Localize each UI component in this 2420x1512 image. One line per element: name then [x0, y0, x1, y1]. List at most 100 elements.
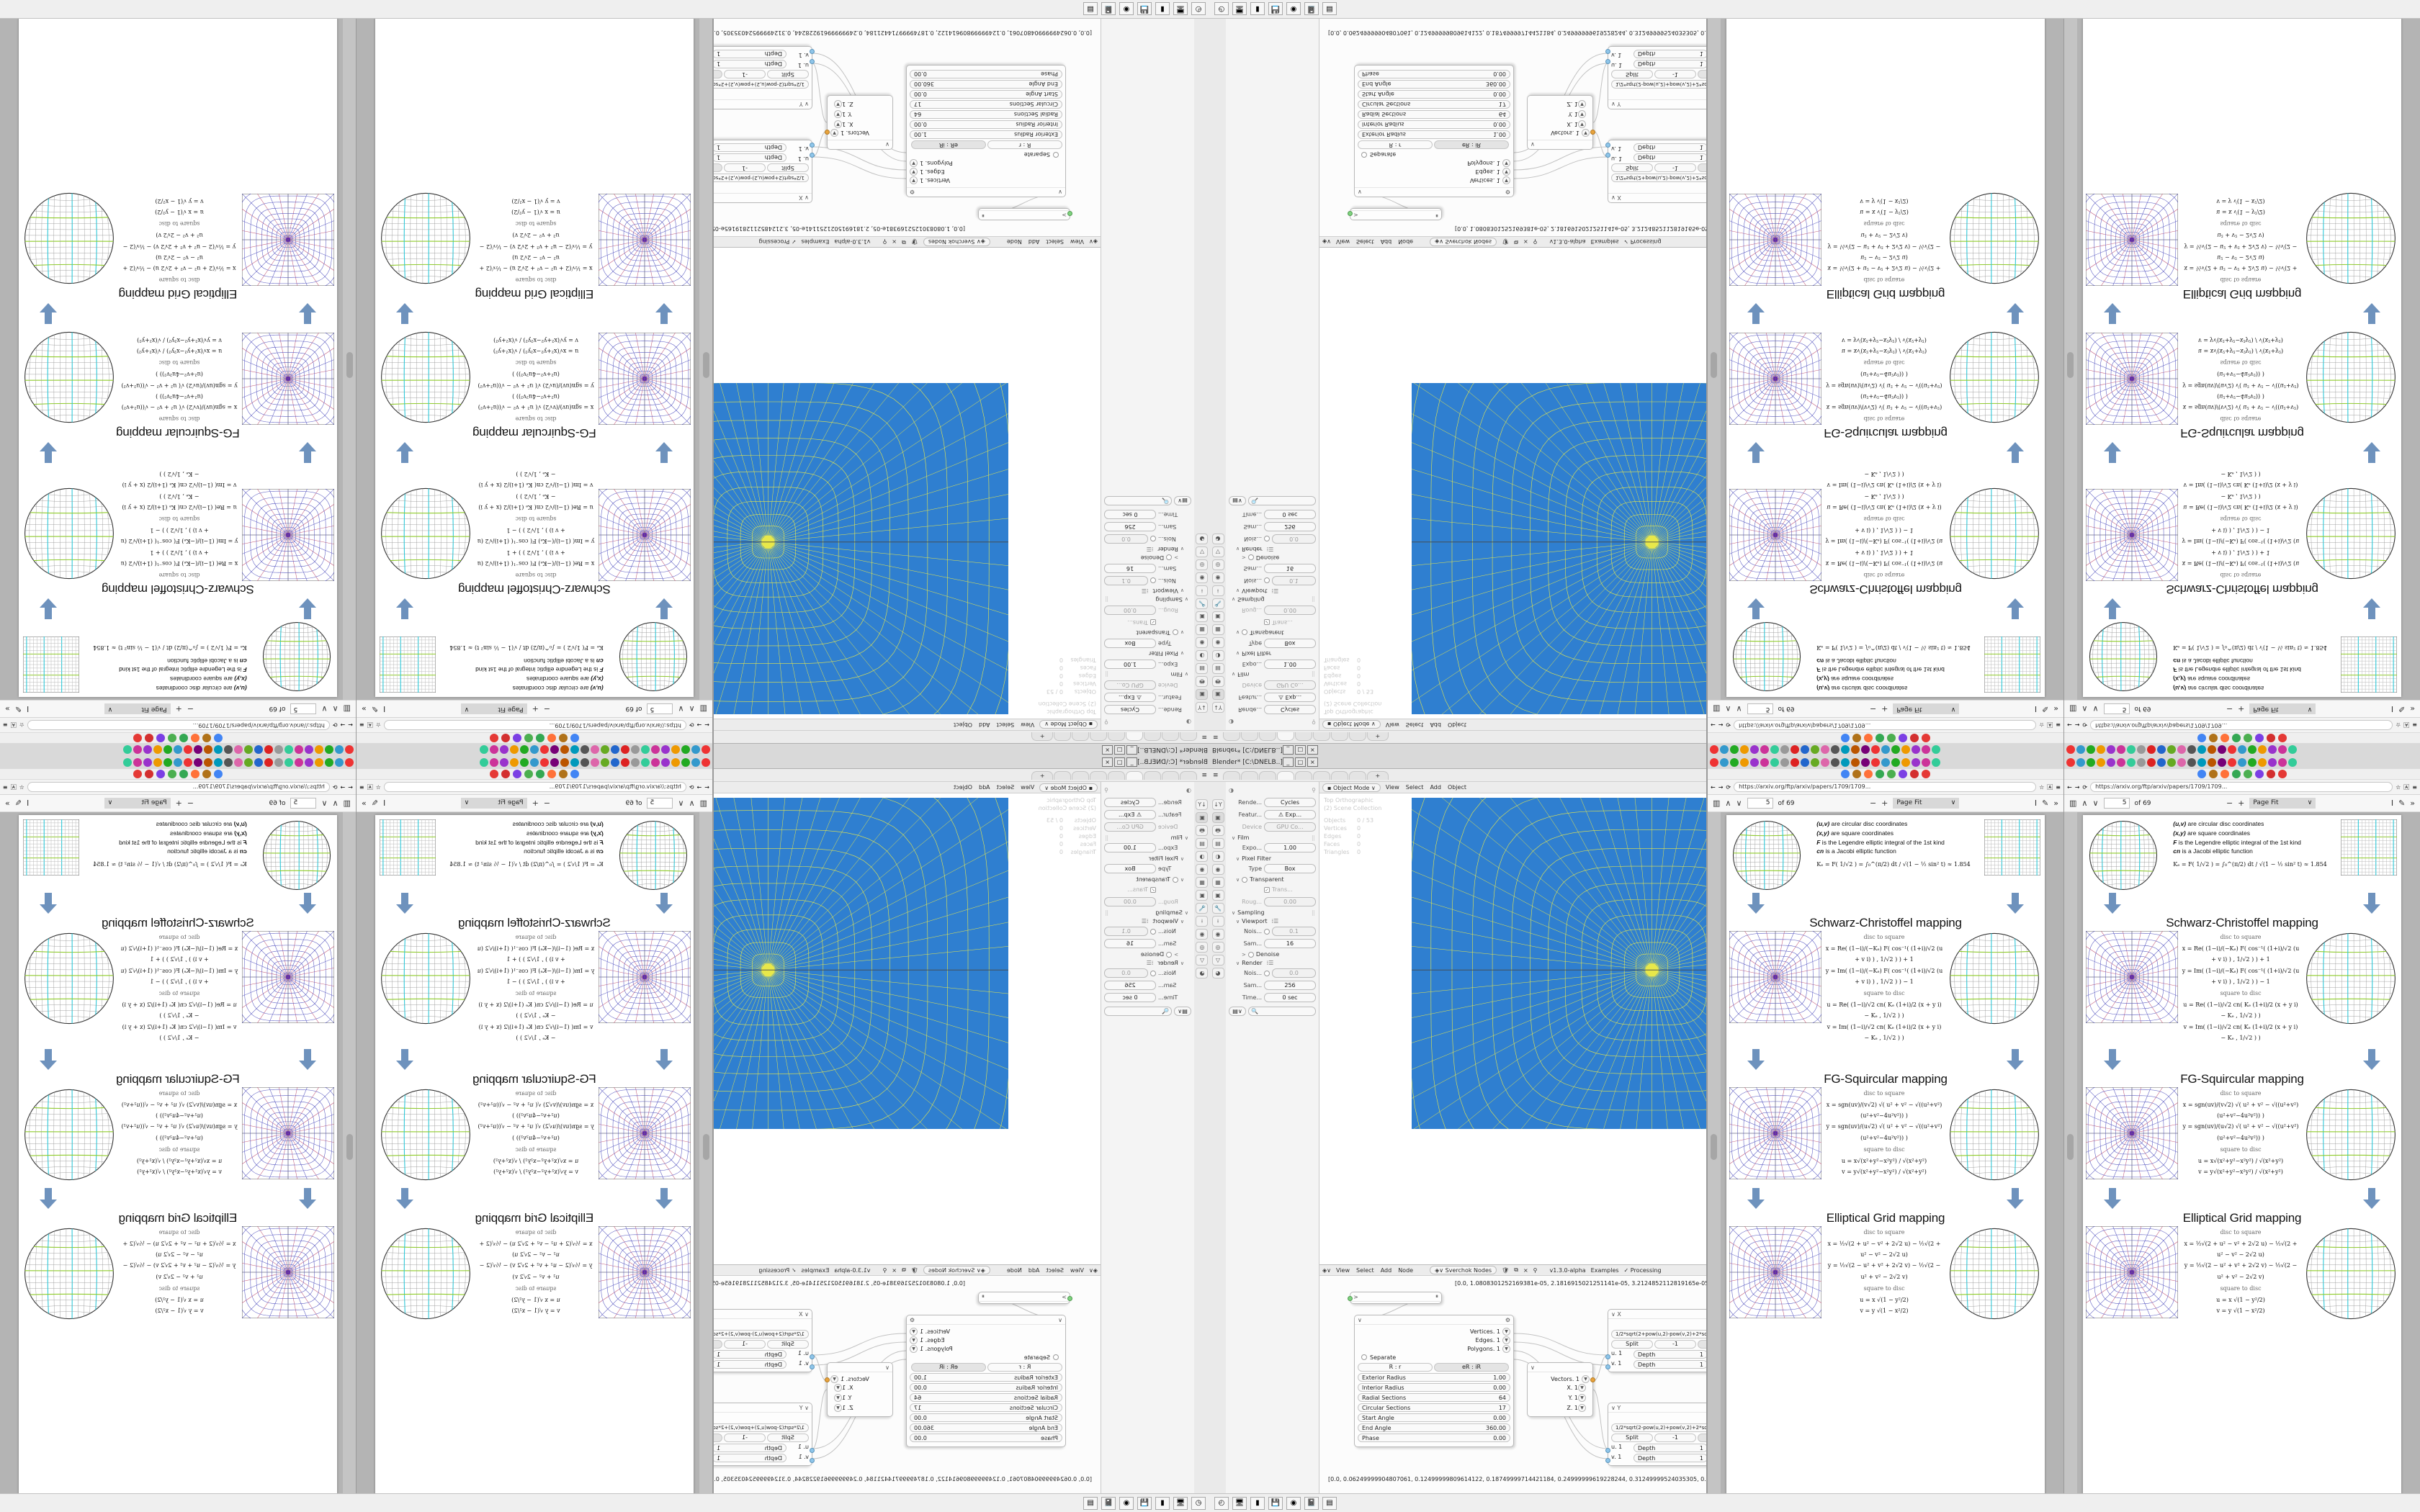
bookmarks-bar-right[interactable]: [2064, 732, 2420, 743]
workspace-tab[interactable]: [1258, 732, 1276, 742]
data-icon[interactable]: ▽: [1211, 955, 1224, 966]
viewport-menus[interactable]: View Select Add Object: [954, 721, 1034, 728]
node-vector-in-inputs[interactable]: X. 1 ▼ Y. 1 ▼ Z. 1 ▼: [1531, 1383, 1590, 1412]
ublock-icon[interactable]: [2238, 745, 2246, 754]
node-formula-x[interactable]: ∨ X ⌁ Result. 1 ▼ 1/2*sqrt(2+pow(u,2: [1605, 140, 1706, 203]
reader-icon[interactable]: [2097, 745, 2105, 754]
gear-icon[interactable]: [2278, 745, 2287, 754]
node-torus[interactable]: ∨ ⚙ Vertices. 1 ▼ Edges. 1 ▼ Polygons. 1 ▼ Sep…: [1354, 65, 1514, 197]
purple-icon[interactable]: [156, 734, 165, 742]
time-limit-value[interactable]: 0 sec: [1264, 993, 1316, 1002]
pdf-scrollbar-right[interactable]: [343, 0, 356, 700]
render-engine-dropdown[interactable]: Cycles: [1104, 705, 1156, 714]
node-torus-output[interactable]: Edges. 1 ▼: [1358, 1336, 1510, 1344]
tool-icon[interactable]: ↓Y: [1211, 799, 1224, 810]
pdf-page-viewport-right[interactable]: (u,v) are circular disc coordinates (x,y)…: [2064, 0, 2420, 700]
output-icon[interactable]: 🖶: [1196, 676, 1209, 687]
quick-launch-icons-right[interactable]: [2066, 745, 2297, 754]
node-torus-output[interactable]: Vertices. 1 ▼: [910, 176, 1062, 185]
node-formula-y[interactable]: ∨ Y ⌁ Result. 1 ▼ 1/2*sqrt(2-pow(u,2: [714, 1403, 815, 1466]
wrench-icon[interactable]: [2268, 758, 2277, 767]
node-torus-mode-tabs[interactable]: R : r eR : iR: [910, 1363, 1062, 1372]
page-number-input[interactable]: 5: [1747, 798, 1773, 809]
firefox-icon[interactable]: ◉: [1119, 1496, 1134, 1510]
node-collapsed[interactable]: > ⏸: [1348, 208, 1442, 220]
node-torus-header[interactable]: ∨ ⚙: [1355, 1315, 1513, 1325]
chevron-double-icon[interactable]: »: [2053, 704, 2059, 714]
properties-body[interactable]: ◑ ⚲ Rende... Cycles Featur... ⚠ Exp...: [1226, 782, 1319, 1512]
reload-icon[interactable]: ⟳: [1726, 783, 1731, 791]
highlighter-icon[interactable]: [264, 745, 273, 754]
render-sampling-header[interactable]: ∨ Render ⁞☰: [1236, 546, 1316, 552]
socket-u-in[interactable]: [1605, 153, 1610, 158]
java-icon[interactable]: [559, 734, 568, 742]
address-bar-right[interactable]: https://arxiv.org/ftp/arxiv/papers/1709/…: [2090, 720, 2393, 730]
node-vector-in-input[interactable]: X. 1 ▼: [830, 1383, 889, 1392]
chevron-double-icon[interactable]: »: [2053, 798, 2059, 808]
node-formula-y-body[interactable]: Result. 1 ▼ 1/2*sqrt(2-pow(u,2)+pow(v,2)…: [714, 47, 812, 99]
smiley-icon[interactable]: [2244, 734, 2252, 742]
prev-page-button[interactable]: ∧: [689, 798, 695, 808]
prev-page-button[interactable]: ∧: [332, 798, 339, 808]
pdf-scrollbar-left[interactable]: [699, 0, 712, 700]
purple-icon[interactable]: [1899, 734, 1907, 742]
taskbar[interactable]: ◴ 🖥 ▮ 💾 ◉ 📓 ▤: [0, 0, 1210, 19]
seg-split[interactable]: Split: [1611, 163, 1653, 172]
torus-field-interior-radius[interactable]: Interior Radius 0.00: [1358, 1383, 1510, 1392]
trash-icon[interactable]: [204, 758, 212, 767]
properties-filter-row[interactable]: ▤∨ 🔍: [1104, 495, 1191, 506]
pdf-toolbar-left[interactable]: ▥ ∧ ∨ 5 of 69 − + Page Fit ∨ I ✎ »: [357, 700, 712, 717]
socket-vectors-out[interactable]: [1590, 130, 1595, 135]
reload-icon[interactable]: [295, 745, 303, 754]
depth-field-0[interactable]: Depth 1: [714, 1444, 786, 1452]
node-vector-in-body[interactable]: Vectors. 1 ▼ X. 1 ▼ Y. 1 ▼ Z. 1 ▼: [1528, 1372, 1592, 1416]
mute-icon[interactable]: [284, 745, 293, 754]
sync-icon[interactable]: [1831, 745, 1839, 754]
reader-icon[interactable]: [315, 745, 323, 754]
download-icon[interactable]: [631, 758, 640, 767]
render-samples-row[interactable]: Sam... 256: [1229, 980, 1316, 991]
node-torus[interactable]: ∨ ⚙ Vertices. 1 ▼ Edges. 1 ▼ Polygons. 1 ▼ Sep…: [1354, 1315, 1514, 1447]
battery-icon[interactable]: [540, 758, 549, 767]
examples-menu[interactable]: Examples: [1590, 1266, 1619, 1274]
node-editor-menus[interactable]: View Select Add Node: [1336, 239, 1413, 246]
browser-navbar-left[interactable]: ← → ⟳ https://arxiv.org/ftp/arxiv/papers…: [357, 780, 712, 795]
sampling-section-header[interactable]: ∨ Sampling ⣿: [1104, 909, 1188, 916]
chevron-down-icon[interactable]: ▼: [910, 1336, 918, 1344]
node-menu-select[interactable]: Select: [1046, 238, 1064, 246]
world-icon[interactable]: ◉: [1196, 864, 1209, 875]
world-icon[interactable]: ◉: [1196, 637, 1209, 648]
node-formula-y[interactable]: ∨ Y ⌁ Result. 1 ▼ 1/2*sqrt(2-pow(u,2: [1605, 1403, 1706, 1466]
socket-v-in[interactable]: [1605, 143, 1610, 148]
maximize-icon[interactable]: □: [1294, 757, 1306, 767]
time-limit-value[interactable]: 0 sec: [1264, 510, 1316, 519]
reader-icon[interactable]: 🄰: [2047, 721, 2053, 729]
pdf-toolbar-right[interactable]: ▥ ∧ ∨ 5 of 69 − + Page Fit ∨ I ✎ »: [0, 795, 356, 812]
browser-navbar-left[interactable]: ← → ⟳ https://arxiv.org/ftp/arxiv/papers…: [1708, 780, 2063, 795]
properties-search-input[interactable]: 🔍: [1248, 496, 1316, 505]
bing-icon[interactable]: [547, 770, 556, 778]
window-controls[interactable]: _ □ ×: [1102, 745, 1138, 755]
depth-field-1[interactable]: Depth 1: [1634, 50, 1706, 58]
node-formula-y-expression[interactable]: 1/2*sqrt(2-pow(u,2)+pow(v,2)+2*sqrt(2)*v…: [714, 1423, 809, 1432]
node-torus-output[interactable]: Vertices. 1 ▼: [1358, 1327, 1510, 1336]
browser-window-right[interactable]: ← → ⟳ https://arxiv.org/ftp/arxiv/papers…: [0, 0, 357, 756]
object-icon[interactable]: ▣: [1196, 890, 1209, 901]
workspace-tab[interactable]: [1330, 770, 1348, 780]
transparent-section-header[interactable]: ∨ Transparent: [1104, 876, 1185, 883]
socket-v-in[interactable]: [1605, 1364, 1610, 1369]
pdf-page-viewport-right[interactable]: (u,v) are circular disc coordinates (x,y)…: [0, 812, 356, 1512]
node-collapsed-header[interactable]: > ⏸: [1350, 1292, 1441, 1302]
socket-out[interactable]: [1067, 1296, 1072, 1301]
socket-u-in[interactable]: [810, 1448, 815, 1453]
menu-icon[interactable]: ≡: [2056, 721, 2061, 729]
browser-navbar-left[interactable]: ← → ⟳ https://arxiv.org/ftp/arxiv/papers…: [1708, 717, 2063, 732]
forward-icon[interactable]: →: [1718, 783, 1724, 791]
properties-editor[interactable]: ↓Y ▣ 🖶 ▤ ◑ ◉ ▦ ▣ 🔧 ⟊ ◉ ◎ ▽ ◕ ◑ ⚲ Rende... Cycles: [1101, 0, 1210, 730]
zoom-in-button[interactable]: +: [1881, 798, 1888, 808]
reload-icon[interactable]: ⟳: [689, 783, 694, 791]
viewport-menu-view[interactable]: View: [1021, 721, 1035, 728]
flower2-icon[interactable]: [1922, 734, 1930, 742]
